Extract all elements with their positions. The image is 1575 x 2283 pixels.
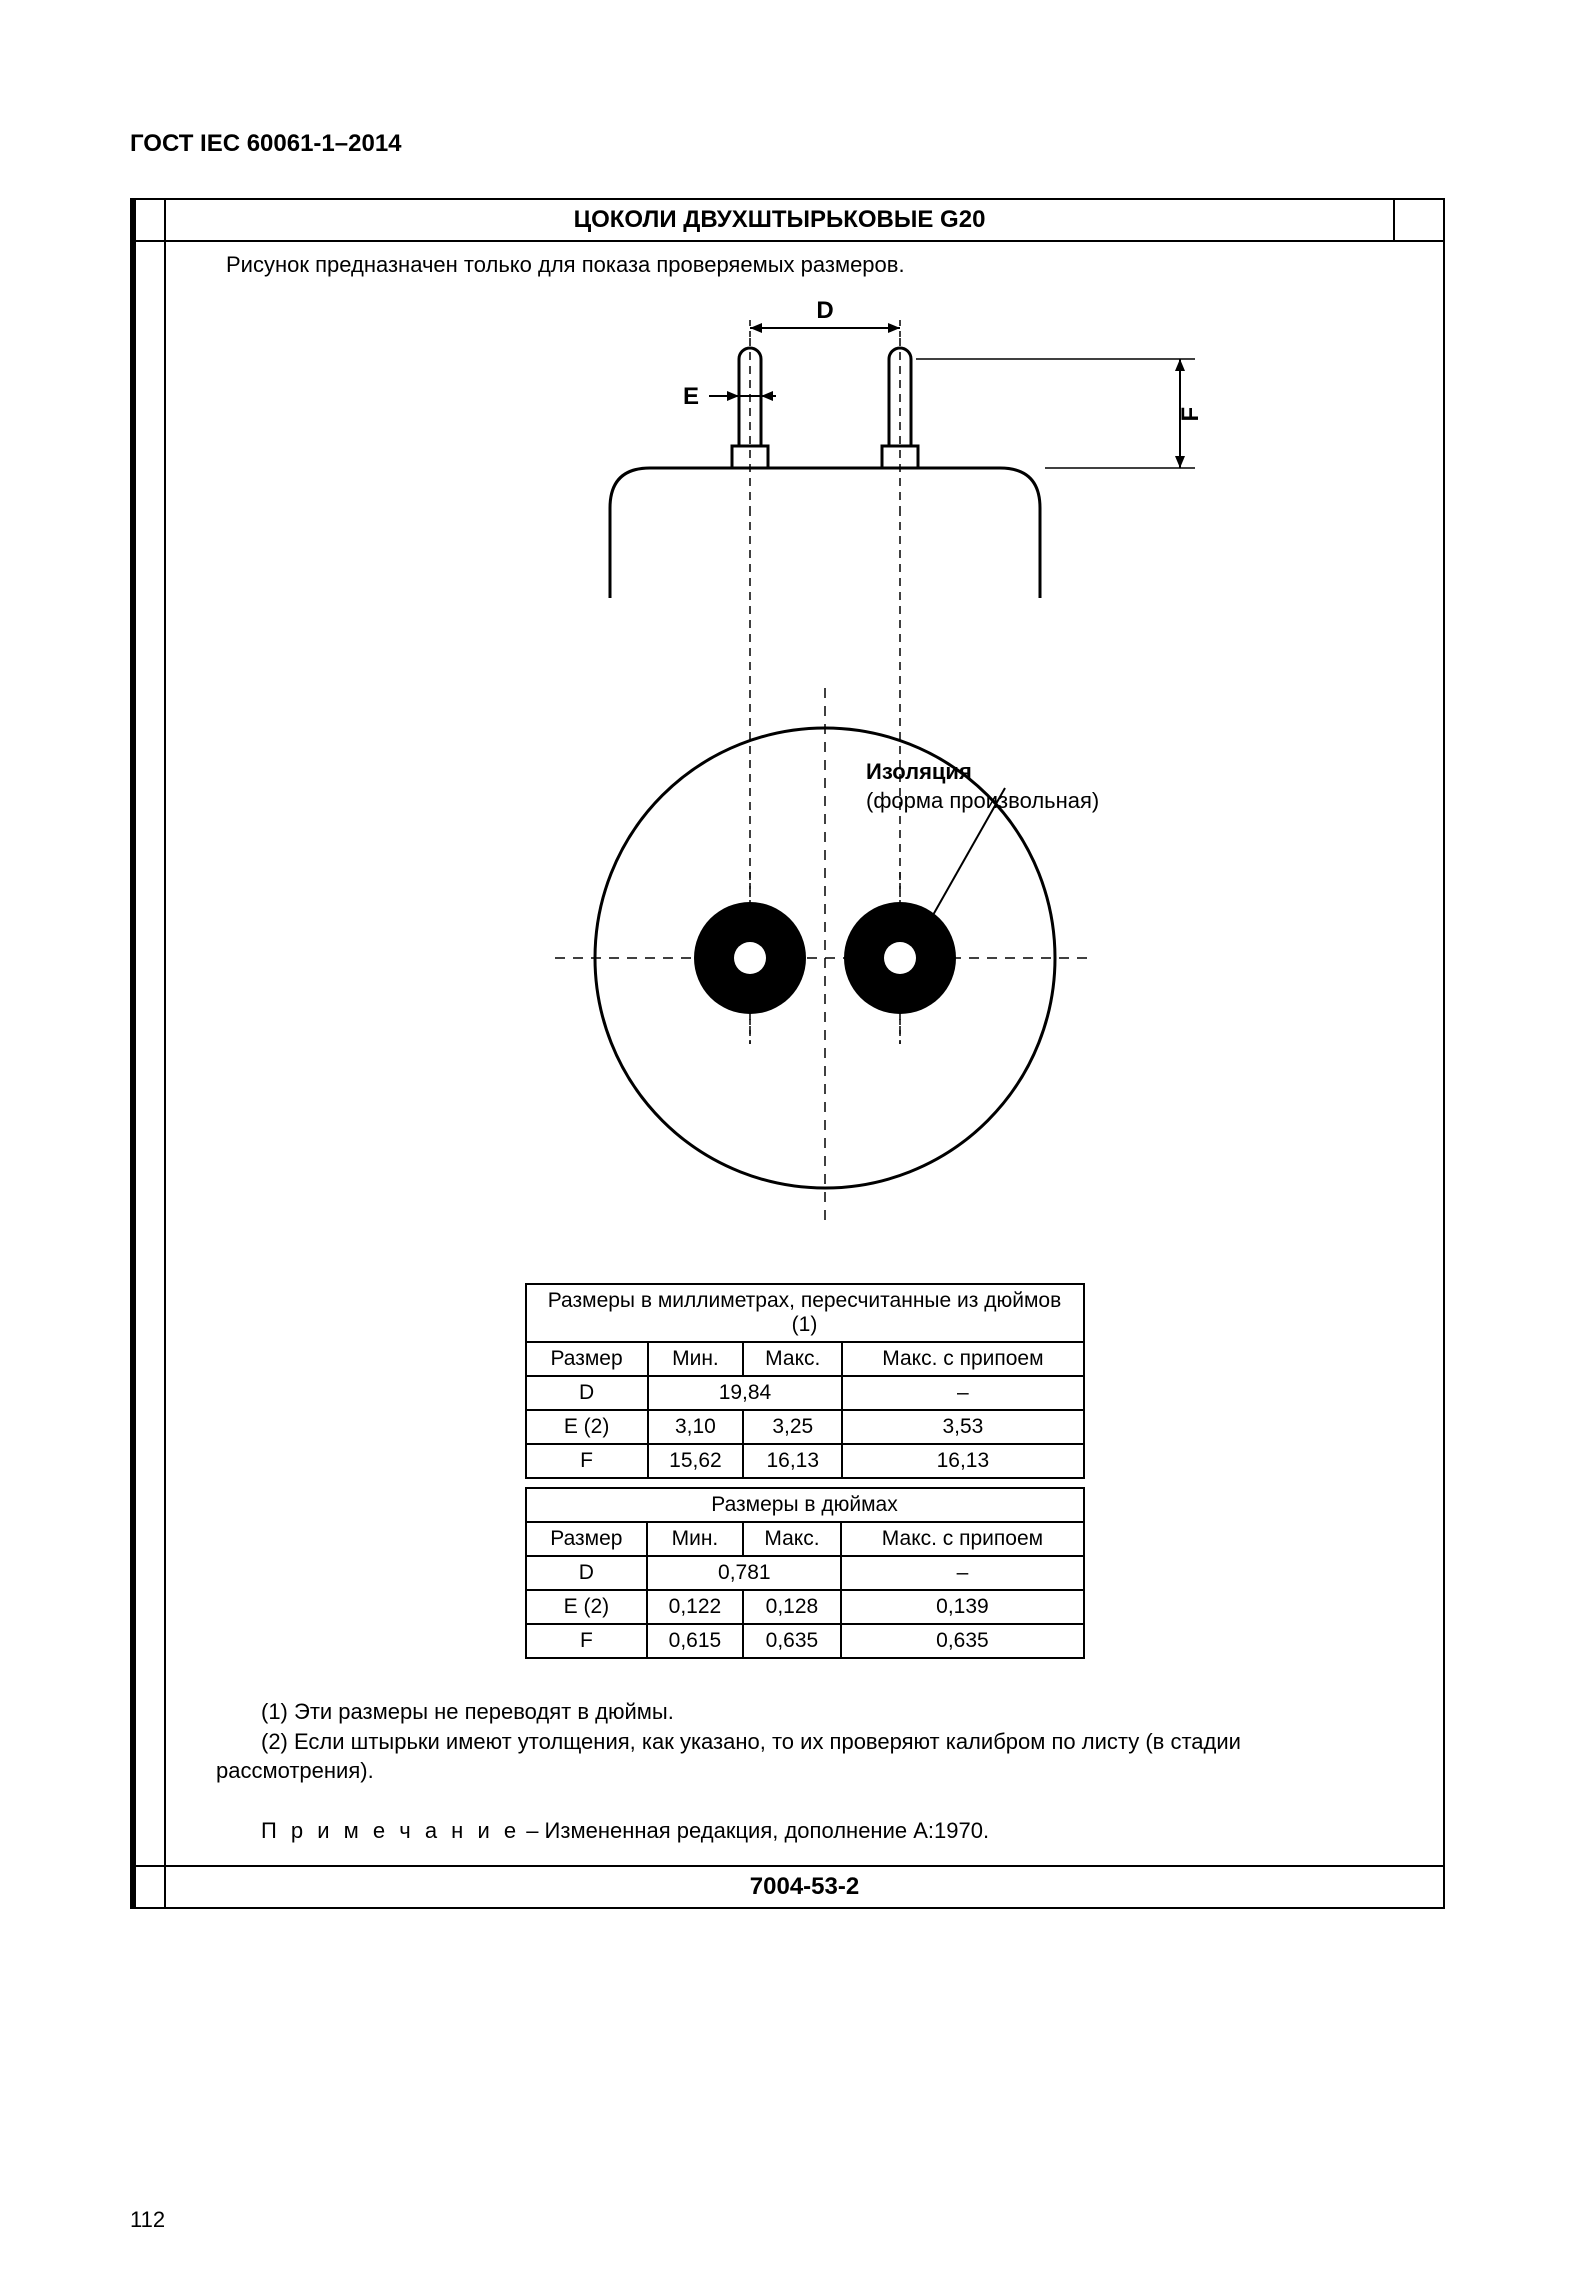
- table-row: E (2) 3,10 3,25 3,53: [526, 1410, 1084, 1444]
- sheet-code: 7004-53-2: [166, 1867, 1443, 1907]
- technical-diagram: D E F Изоляция (форма произвольная): [186, 288, 1423, 1253]
- table-row: F 0,615 0,635 0,635: [526, 1624, 1084, 1658]
- intro-text: Рисунок предназначен только для показа п…: [186, 252, 1423, 278]
- diagram-svg: D E F: [305, 288, 1305, 1248]
- col-max: Макс.: [743, 1342, 842, 1376]
- page-number: 112: [130, 2207, 165, 2233]
- table-row: F 15,62 16,13 16,13: [526, 1444, 1084, 1478]
- note-1: (1) Эти размеры не переводят в дюймы.: [216, 1697, 1393, 1727]
- col-solder: Макс. с припоем: [842, 1342, 1083, 1376]
- col-dim: Размер: [526, 1522, 648, 1556]
- note-amendment: П р и м е ч а н и е – Измененная редакци…: [216, 1816, 1393, 1846]
- dimensions-table-mm: Размеры в миллиметрах, пересчитанные из …: [525, 1283, 1085, 1479]
- table-row: E (2) 0,122 0,128 0,139: [526, 1590, 1084, 1624]
- table-row: D 0,781 –: [526, 1556, 1084, 1590]
- table-in-caption: Размеры в дюймах: [526, 1488, 1084, 1522]
- document-standard-id: ГОСТ IEC 60061-1–2014: [130, 130, 1445, 158]
- title-stub-left: [136, 200, 166, 240]
- footer-stub-left: [136, 1867, 166, 1907]
- dimensions-table-in: Размеры в дюймах Размер Мин. Макс. Макс.…: [525, 1487, 1085, 1659]
- note-2: (2) Если штырьки имеют утолщения, как ук…: [216, 1727, 1393, 1786]
- svg-text:D: D: [816, 297, 833, 324]
- table-mm-caption: Размеры в миллиметрах, пересчитанные из …: [526, 1284, 1084, 1342]
- col-max: Макс.: [743, 1522, 842, 1556]
- title-stub-right: [1393, 200, 1443, 240]
- notes-block: (1) Эти размеры не переводят в дюймы. (2…: [186, 1697, 1423, 1845]
- body-stub-left: [136, 242, 166, 1865]
- svg-text:E: E: [682, 383, 698, 410]
- insulation-label: Изоляция (форма произвольная): [866, 758, 1099, 815]
- frame-title: ЦОКОЛИ ДВУХШТЫРЬКОВЫЕ G20: [166, 200, 1393, 240]
- col-min: Мин.: [647, 1522, 742, 1556]
- col-dim: Размер: [526, 1342, 648, 1376]
- col-min: Мин.: [648, 1342, 744, 1376]
- svg-text:F: F: [1177, 407, 1204, 422]
- content-frame: ЦОКОЛИ ДВУХШТЫРЬКОВЫЕ G20 Рисунок предна…: [130, 198, 1445, 1909]
- col-solder: Макс. с припоем: [841, 1522, 1083, 1556]
- table-row: D 19,84 –: [526, 1376, 1084, 1410]
